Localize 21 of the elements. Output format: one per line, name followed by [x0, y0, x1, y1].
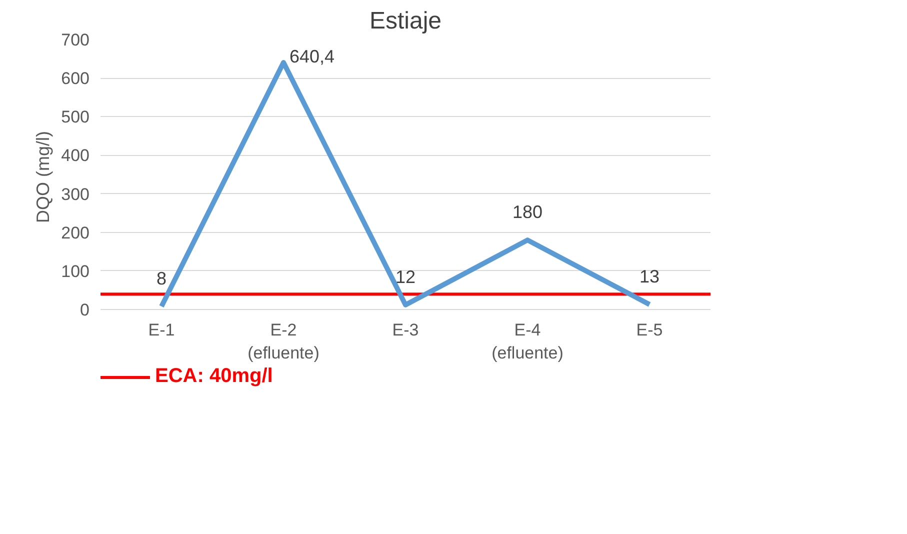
chart-title: Estiaje — [369, 8, 442, 34]
data-label: 640,4 — [290, 46, 335, 66]
y-tick-label: 100 — [61, 262, 90, 281]
y-tick-label: 500 — [61, 108, 90, 127]
y-axis-title: DQO (mg/l) — [33, 131, 54, 223]
x-tick-label: E-4 (efluente) — [492, 320, 564, 362]
data-label: 180 — [512, 202, 543, 222]
y-tick-label: 600 — [61, 69, 90, 88]
x-tick-label: E-5 — [636, 320, 663, 340]
x-tick-label: E-3 — [392, 320, 419, 340]
data-label: 12 — [395, 266, 416, 287]
legend-label: ECA: 40mg/l — [155, 365, 273, 388]
x-tick-label: E-1 — [148, 320, 175, 340]
data-label: 13 — [639, 266, 660, 286]
data-label: 8 — [156, 268, 167, 288]
x-tick-label: E-2 (efluente) — [248, 320, 320, 362]
y-tick-label: 200 — [61, 223, 90, 242]
y-tick-label: 300 — [61, 184, 90, 204]
y-tick-label: 0 — [80, 300, 90, 320]
y-tick-label: 400 — [61, 146, 90, 166]
y-tick-label: 700 — [61, 30, 90, 50]
